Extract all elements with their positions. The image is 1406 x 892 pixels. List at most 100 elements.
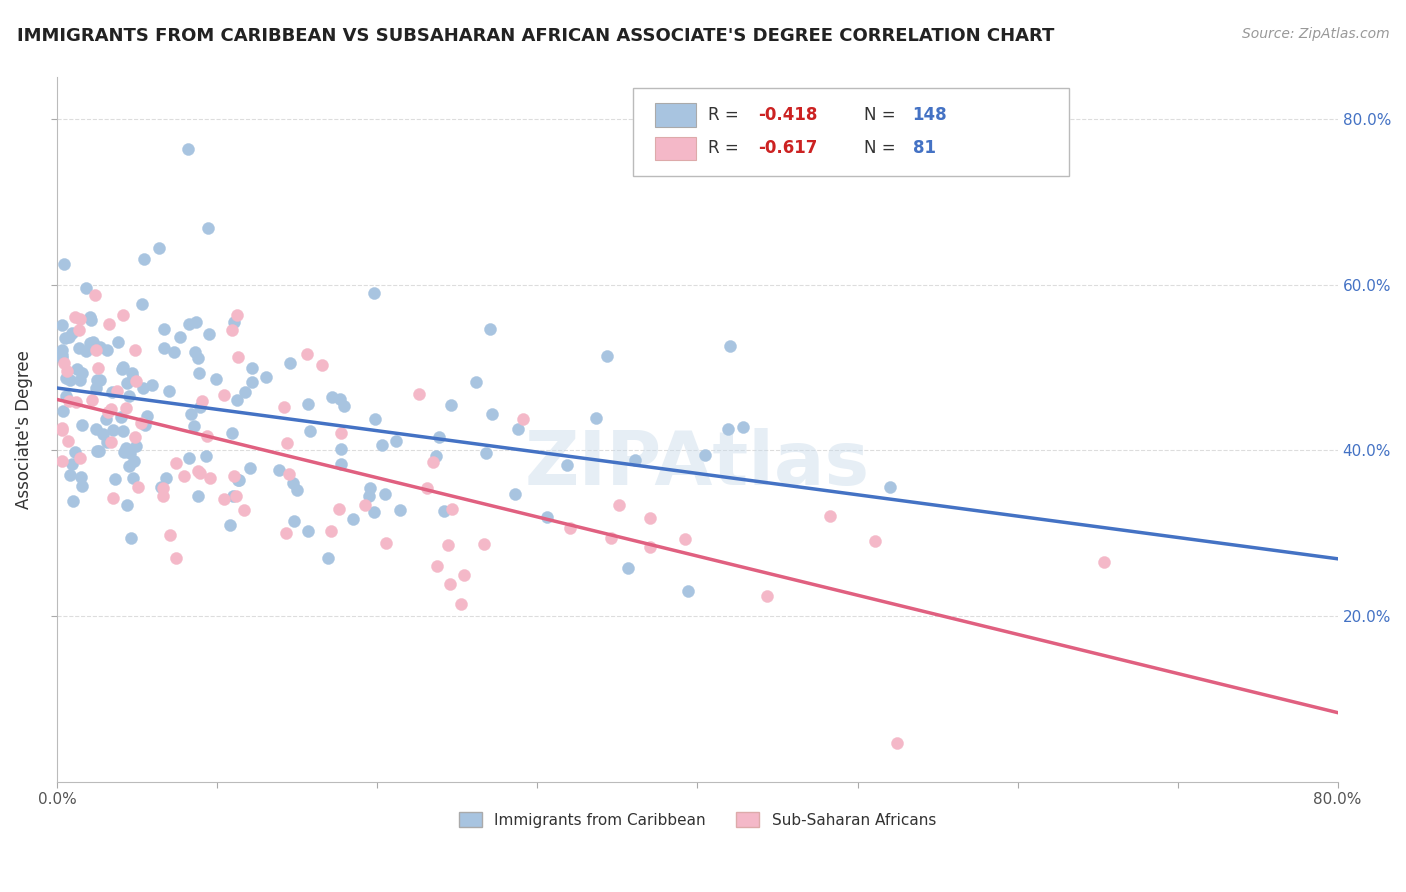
Point: [195, 450, 218, 464]
Point: [67, 341, 90, 355]
Point: [422, 455, 444, 469]
Point: [481, 408, 503, 422]
Point: [440, 398, 463, 412]
Point: [100, 435, 122, 450]
Point: [70, 417, 93, 432]
Point: [69, 450, 91, 465]
Point: [75, 281, 97, 295]
Point: [163, 345, 186, 359]
Point: [425, 450, 447, 464]
Point: [131, 297, 153, 311]
Point: [122, 370, 145, 384]
Point: [536, 510, 558, 524]
Point: [191, 394, 214, 409]
Point: [56, 434, 79, 449]
Point: [886, 736, 908, 750]
Point: [60, 326, 83, 341]
Point: [267, 463, 290, 477]
Point: [129, 416, 152, 430]
Point: [76, 344, 98, 359]
Point: [51, 343, 73, 357]
Point: [222, 315, 245, 329]
Point: [97, 317, 120, 331]
Point: [183, 419, 205, 434]
Point: [84, 422, 107, 436]
Point: [218, 517, 240, 532]
Point: [115, 498, 138, 512]
Point: [150, 479, 173, 493]
Point: [240, 375, 263, 389]
Text: R =: R =: [707, 106, 744, 124]
Point: [86, 374, 108, 388]
Point: [63, 445, 86, 459]
Point: [512, 411, 534, 425]
Point: [121, 471, 143, 485]
Point: [62, 493, 84, 508]
Point: [474, 446, 496, 460]
Point: [329, 457, 352, 471]
Point: [96, 434, 118, 449]
Point: [152, 481, 174, 495]
Point: [820, 509, 842, 524]
Point: [105, 384, 128, 398]
Point: [51, 453, 73, 467]
Point: [125, 439, 148, 453]
Point: [136, 409, 159, 424]
Point: [59, 374, 82, 388]
Point: [233, 385, 256, 400]
Point: [239, 460, 262, 475]
Point: [226, 473, 249, 487]
Point: [508, 422, 530, 436]
Point: [187, 490, 209, 504]
Point: [84, 381, 107, 395]
Point: [60, 457, 83, 471]
Point: [56, 364, 79, 378]
Bar: [655, 136, 696, 160]
Point: [329, 392, 352, 406]
Point: [212, 491, 235, 506]
Point: [89, 373, 111, 387]
Point: [373, 487, 395, 501]
Point: [330, 426, 353, 441]
Point: [115, 376, 138, 390]
Text: R =: R =: [707, 139, 744, 157]
Point: [80, 313, 103, 327]
Point: [52, 404, 75, 418]
Point: [141, 378, 163, 392]
Point: [53, 356, 76, 370]
Text: 148: 148: [912, 106, 948, 124]
Point: [70, 470, 93, 484]
Point: [65, 394, 87, 409]
Point: [676, 584, 699, 599]
Point: [311, 358, 333, 372]
Point: [228, 351, 250, 365]
Point: [321, 390, 343, 404]
Point: [240, 361, 263, 376]
Point: [111, 309, 134, 323]
Point: [89, 443, 111, 458]
Point: [198, 471, 221, 485]
Point: [188, 400, 211, 414]
Point: [328, 502, 350, 516]
Point: [157, 384, 180, 398]
Point: [51, 420, 73, 434]
Point: [478, 321, 501, 335]
Point: [111, 362, 134, 376]
Point: [125, 374, 148, 388]
Point: [118, 445, 141, 459]
Point: [408, 387, 430, 401]
Point: [226, 392, 249, 407]
Point: [187, 464, 209, 478]
Point: [596, 349, 619, 363]
Point: [53, 256, 76, 270]
Point: [59, 467, 82, 482]
Point: [187, 351, 209, 365]
Point: [357, 489, 380, 503]
Point: [297, 347, 319, 361]
Text: N =: N =: [863, 106, 901, 124]
Point: [330, 442, 353, 456]
Point: [134, 417, 156, 432]
Point: [86, 343, 108, 357]
Point: [316, 551, 339, 566]
Point: [155, 471, 177, 485]
